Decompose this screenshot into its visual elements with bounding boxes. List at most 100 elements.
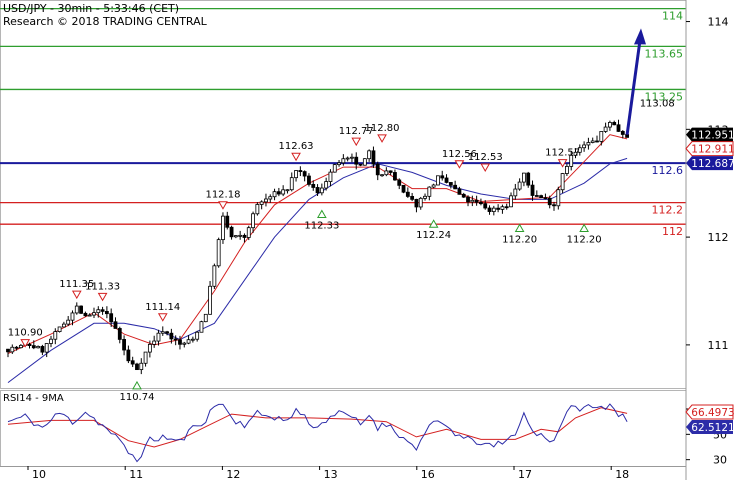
price-tag-fast_ma xyxy=(685,141,734,157)
candle-body xyxy=(259,201,264,205)
candle-body xyxy=(92,312,96,316)
x-tick-label: 16 xyxy=(421,468,435,480)
rsi-title: RSI14 - 9MA xyxy=(3,393,64,404)
trough-label: 112.20 xyxy=(502,235,537,246)
peak-marker-icon xyxy=(351,137,362,147)
candle-body xyxy=(530,184,535,196)
trough-marker-icon xyxy=(514,223,525,233)
candle-body xyxy=(625,134,630,138)
candle-body xyxy=(57,326,62,332)
candle-body xyxy=(371,150,376,165)
candle-body xyxy=(31,345,36,349)
candle-body xyxy=(302,171,307,177)
candle-body xyxy=(96,309,101,314)
candle-body xyxy=(27,343,32,347)
peak-marker-icon xyxy=(377,134,387,143)
peak-label: 111.33 xyxy=(85,281,120,292)
peak-marker-icon xyxy=(218,201,228,210)
candle-body xyxy=(457,188,462,195)
moving-averages xyxy=(7,134,628,383)
candle-body xyxy=(130,360,135,365)
candle-body xyxy=(117,328,122,340)
candle-body xyxy=(242,234,247,238)
candle-body xyxy=(603,126,608,132)
candle-body xyxy=(319,187,324,194)
candle-body xyxy=(109,313,114,323)
level-label-112-2: 112.2 xyxy=(652,204,684,217)
candle-body xyxy=(522,172,526,183)
candle-body xyxy=(156,332,161,342)
rsi-line xyxy=(7,403,628,463)
projection-arrow-shaft xyxy=(625,40,642,135)
candle-body xyxy=(569,154,574,167)
candle-body xyxy=(453,184,458,190)
candle-body xyxy=(79,305,83,314)
levels-layer: 114 113.65 113.25 112.6 112.2 112 xyxy=(0,7,686,238)
level-label-113-65: 113.65 xyxy=(645,47,684,60)
candle-body xyxy=(289,177,294,191)
peak-label: 112.80 xyxy=(365,123,400,134)
peak-marker-icon xyxy=(20,339,31,348)
candle-body xyxy=(350,156,354,159)
candle-body xyxy=(539,195,544,199)
candle-body xyxy=(582,144,587,149)
candle-body xyxy=(264,198,268,203)
candle-body xyxy=(83,312,88,317)
candle-body xyxy=(410,196,415,200)
candle-body xyxy=(225,215,230,228)
x-tick-label: 18 xyxy=(615,468,629,480)
candle-body xyxy=(577,147,582,153)
candle-body xyxy=(328,171,333,182)
candle-body xyxy=(616,124,621,132)
candle-body xyxy=(367,150,372,160)
candle-body xyxy=(233,235,238,238)
peak-label: 112.57 xyxy=(545,148,580,159)
candle-body xyxy=(517,181,522,190)
candle-body xyxy=(534,195,539,197)
candle-body xyxy=(36,346,41,349)
x-tick-label: 12 xyxy=(226,468,240,480)
x-tick-label: 13 xyxy=(324,468,338,480)
candle-body xyxy=(251,213,255,229)
candle-body xyxy=(66,319,71,325)
candle-body xyxy=(608,122,612,128)
candle-body xyxy=(388,170,393,173)
candle-body xyxy=(190,338,195,341)
candle-body xyxy=(238,234,243,237)
level-label-112: 112 xyxy=(662,225,683,238)
candle-body xyxy=(354,156,359,165)
candle-body xyxy=(487,207,492,212)
candle-body xyxy=(362,158,367,166)
candle-body xyxy=(276,191,281,195)
candle-body xyxy=(298,170,303,172)
candle-body xyxy=(384,170,389,176)
candle-body xyxy=(620,131,625,135)
candles xyxy=(6,119,630,375)
candle-body xyxy=(565,166,569,174)
candle-body xyxy=(573,151,578,156)
candle-body xyxy=(393,172,397,181)
candle-body xyxy=(272,191,277,198)
candle-body xyxy=(182,342,187,345)
candle-body xyxy=(526,172,531,186)
rsi-ma-line xyxy=(7,407,628,448)
candle-body xyxy=(324,181,329,189)
candle-body xyxy=(483,203,488,209)
candle-body xyxy=(358,163,363,166)
trough-label: 112.24 xyxy=(416,230,451,241)
peak-marker-icon xyxy=(71,290,82,300)
candle-body xyxy=(122,339,126,351)
x-tick-label: 10 xyxy=(32,468,46,480)
candle-body xyxy=(113,321,118,329)
candle-body xyxy=(14,346,19,349)
candle-body xyxy=(199,321,204,333)
trough-marker-icon xyxy=(316,209,327,219)
candle-body xyxy=(18,344,23,349)
peak-label: 112.56 xyxy=(442,149,477,160)
price-panel-frame xyxy=(0,0,687,389)
candle-body xyxy=(246,227,251,238)
candle-body xyxy=(466,196,470,203)
candle-body xyxy=(491,207,496,212)
